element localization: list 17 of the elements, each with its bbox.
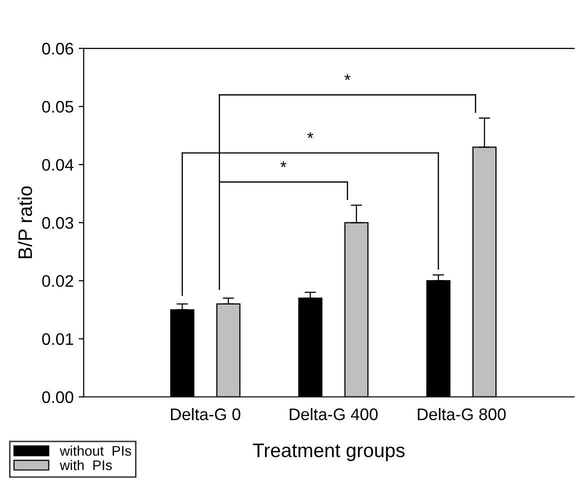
x-axis-title: Treatment groups [252, 444, 405, 462]
legend-label: without PIs [60, 446, 132, 456]
y-tick-label: 0.03 [42, 217, 74, 229]
x-tick-label: Delta-G 0 [171, 408, 240, 420]
x-tick-label: Delta-G 800 [418, 408, 506, 420]
y-tick-label: 0.01 [42, 333, 74, 346]
y-axis-title: B/P ratio [18, 186, 32, 258]
annotation: * [344, 74, 350, 80]
y-tick-label: 0.05 [42, 100, 74, 113]
annotation: * [307, 132, 314, 138]
annotation: * [280, 161, 286, 168]
legend-label: with PIs [60, 460, 112, 470]
x-tick-label: Delta-G 400 [290, 408, 378, 420]
y-tick-label: 0.06 [42, 42, 74, 55]
y-tick-label: 0.04 [42, 158, 74, 171]
y-tick-label: 0.00 [42, 391, 74, 404]
y-tick-label: 0.02 [42, 275, 74, 287]
